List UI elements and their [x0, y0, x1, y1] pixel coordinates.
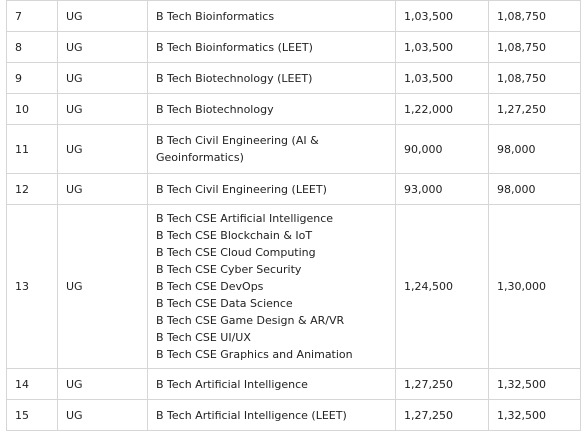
cell-level: UG — [57, 124, 148, 174]
table-row: 13 UG B Tech CSE Artificial Intelligence B … — [6, 204, 581, 369]
cell-fee-first: 90,000 — [395, 124, 489, 174]
cell-level: UG — [57, 62, 148, 94]
course-name: B Tech CSE Blockchain & IoT — [156, 229, 313, 242]
cell-fee-second: 1,08,750 — [488, 0, 581, 32]
cell-serial-number: 11 — [6, 124, 58, 174]
course-name: B Tech CSE Artificial Intelligence — [156, 212, 334, 225]
course-name: B Tech Civil Engineering (LEET) — [156, 182, 327, 196]
cell-course: B Tech Artificial Intelligence — [147, 368, 396, 400]
table-row: 10 UG B Tech Biotechnology 1,22,000 1,27,25… — [6, 93, 581, 125]
cell-level: UG — [57, 0, 148, 32]
cell-fee-first: 1,03,500 — [395, 62, 489, 94]
table-row: 12 UG B Tech Civil Engineering (LEET) 93,00… — [6, 173, 581, 205]
course-name: B Tech CSE DevOps — [156, 280, 264, 293]
table-row: 9 UG B Tech Biotechnology (LEET) 1,03,500 1,… — [6, 62, 581, 94]
cell-level: UG — [57, 31, 148, 63]
cell-fee-first: 93,000 — [395, 173, 489, 205]
cell-course: B Tech Bioinformatics — [147, 0, 396, 32]
table-row: 15 UG B Tech Artificial Intelligence (LEET… — [6, 399, 581, 431]
cell-course: B Tech Artificial Intelligence (LEET) — [147, 399, 396, 431]
cell-fee-first: 1,27,250 — [395, 399, 489, 431]
cell-serial-number: 15 — [6, 399, 58, 431]
course-name: B Tech Biotechnology (LEET) — [156, 71, 313, 85]
cell-serial-number: 14 — [6, 368, 58, 400]
cell-course: B Tech Civil Engineering (LEET) — [147, 173, 396, 205]
course-name: B Tech Artificial Intelligence — [156, 377, 308, 391]
course-name: B Tech CSE Cloud Computing — [156, 246, 316, 259]
cell-serial-number: 8 — [6, 31, 58, 63]
fee-table-body: 7 UG B Tech Bioinformatics 1,03,500 1,08,750… — [6, 0, 581, 431]
cell-serial-number: 7 — [6, 0, 58, 32]
table-row: 14 UG B Tech Artificial Intelligence 1,27,2… — [6, 368, 581, 400]
cell-level: UG — [57, 368, 148, 400]
course-name: B Tech Artificial Intelligence (LEET) — [156, 408, 347, 422]
course-name: B Tech Civil Engineering (AI & — [156, 134, 319, 147]
cell-course: B Tech Bioinformatics (LEET) — [147, 31, 396, 63]
course-name: B Tech Bioinformatics — [156, 9, 275, 23]
course-name: B Tech CSE Graphics and Animation — [156, 348, 353, 361]
course-name: B Tech CSE UI/UX — [156, 331, 251, 344]
course-name: B Tech CSE Game Design & AR/VR — [156, 314, 345, 327]
cell-serial-number: 13 — [6, 204, 58, 369]
cell-fee-second: 1,27,250 — [488, 93, 581, 125]
table-row: 8 UG B Tech Bioinformatics (LEET) 1,03,500 1… — [6, 31, 581, 63]
cell-level: UG — [57, 204, 148, 369]
table-row: 7 UG B Tech Bioinformatics 1,03,500 1,08,750 — [6, 0, 581, 32]
cell-fee-first: 1,03,500 — [395, 0, 489, 32]
cell-serial-number: 10 — [6, 93, 58, 125]
cell-fee-first: 1,27,250 — [395, 368, 489, 400]
cell-course: B Tech Biotechnology — [147, 93, 396, 125]
table-row: 11 UG B Tech Civil Engineering (AI & Geoinf… — [6, 124, 581, 174]
cell-fee-first: 1,03,500 — [395, 31, 489, 63]
course-name: Geoinformatics) — [156, 151, 244, 164]
cell-course: B Tech Biotechnology (LEET) — [147, 62, 396, 94]
cell-fee-second: 98,000 — [488, 124, 581, 174]
cell-fee-second: 98,000 — [488, 173, 581, 205]
cell-fee-first: 1,24,500 — [395, 204, 489, 369]
course-name: B Tech CSE Data Science — [156, 297, 293, 310]
cell-level: UG — [57, 173, 148, 205]
cell-fee-second: 1,32,500 — [488, 399, 581, 431]
cell-fee-first: 1,22,000 — [395, 93, 489, 125]
fee-table: 7 UG B Tech Bioinformatics 1,03,500 1,08,750… — [6, 0, 581, 431]
cell-level: UG — [57, 399, 148, 431]
course-name: B Tech Bioinformatics (LEET) — [156, 40, 313, 54]
course-name: B Tech CSE Cyber Security — [156, 263, 302, 276]
course-name: B Tech Biotechnology — [156, 102, 274, 116]
cell-course: B Tech Civil Engineering (AI & Geoinforma… — [147, 124, 396, 174]
cell-fee-second: 1,08,750 — [488, 62, 581, 94]
cell-fee-second: 1,32,500 — [488, 368, 581, 400]
cell-serial-number: 9 — [6, 62, 58, 94]
cell-course: B Tech CSE Artificial Intelligence B Tech… — [147, 204, 396, 369]
cell-fee-second: 1,30,000 — [488, 204, 581, 369]
cell-level: UG — [57, 93, 148, 125]
cell-fee-second: 1,08,750 — [488, 31, 581, 63]
cell-serial-number: 12 — [6, 173, 58, 205]
